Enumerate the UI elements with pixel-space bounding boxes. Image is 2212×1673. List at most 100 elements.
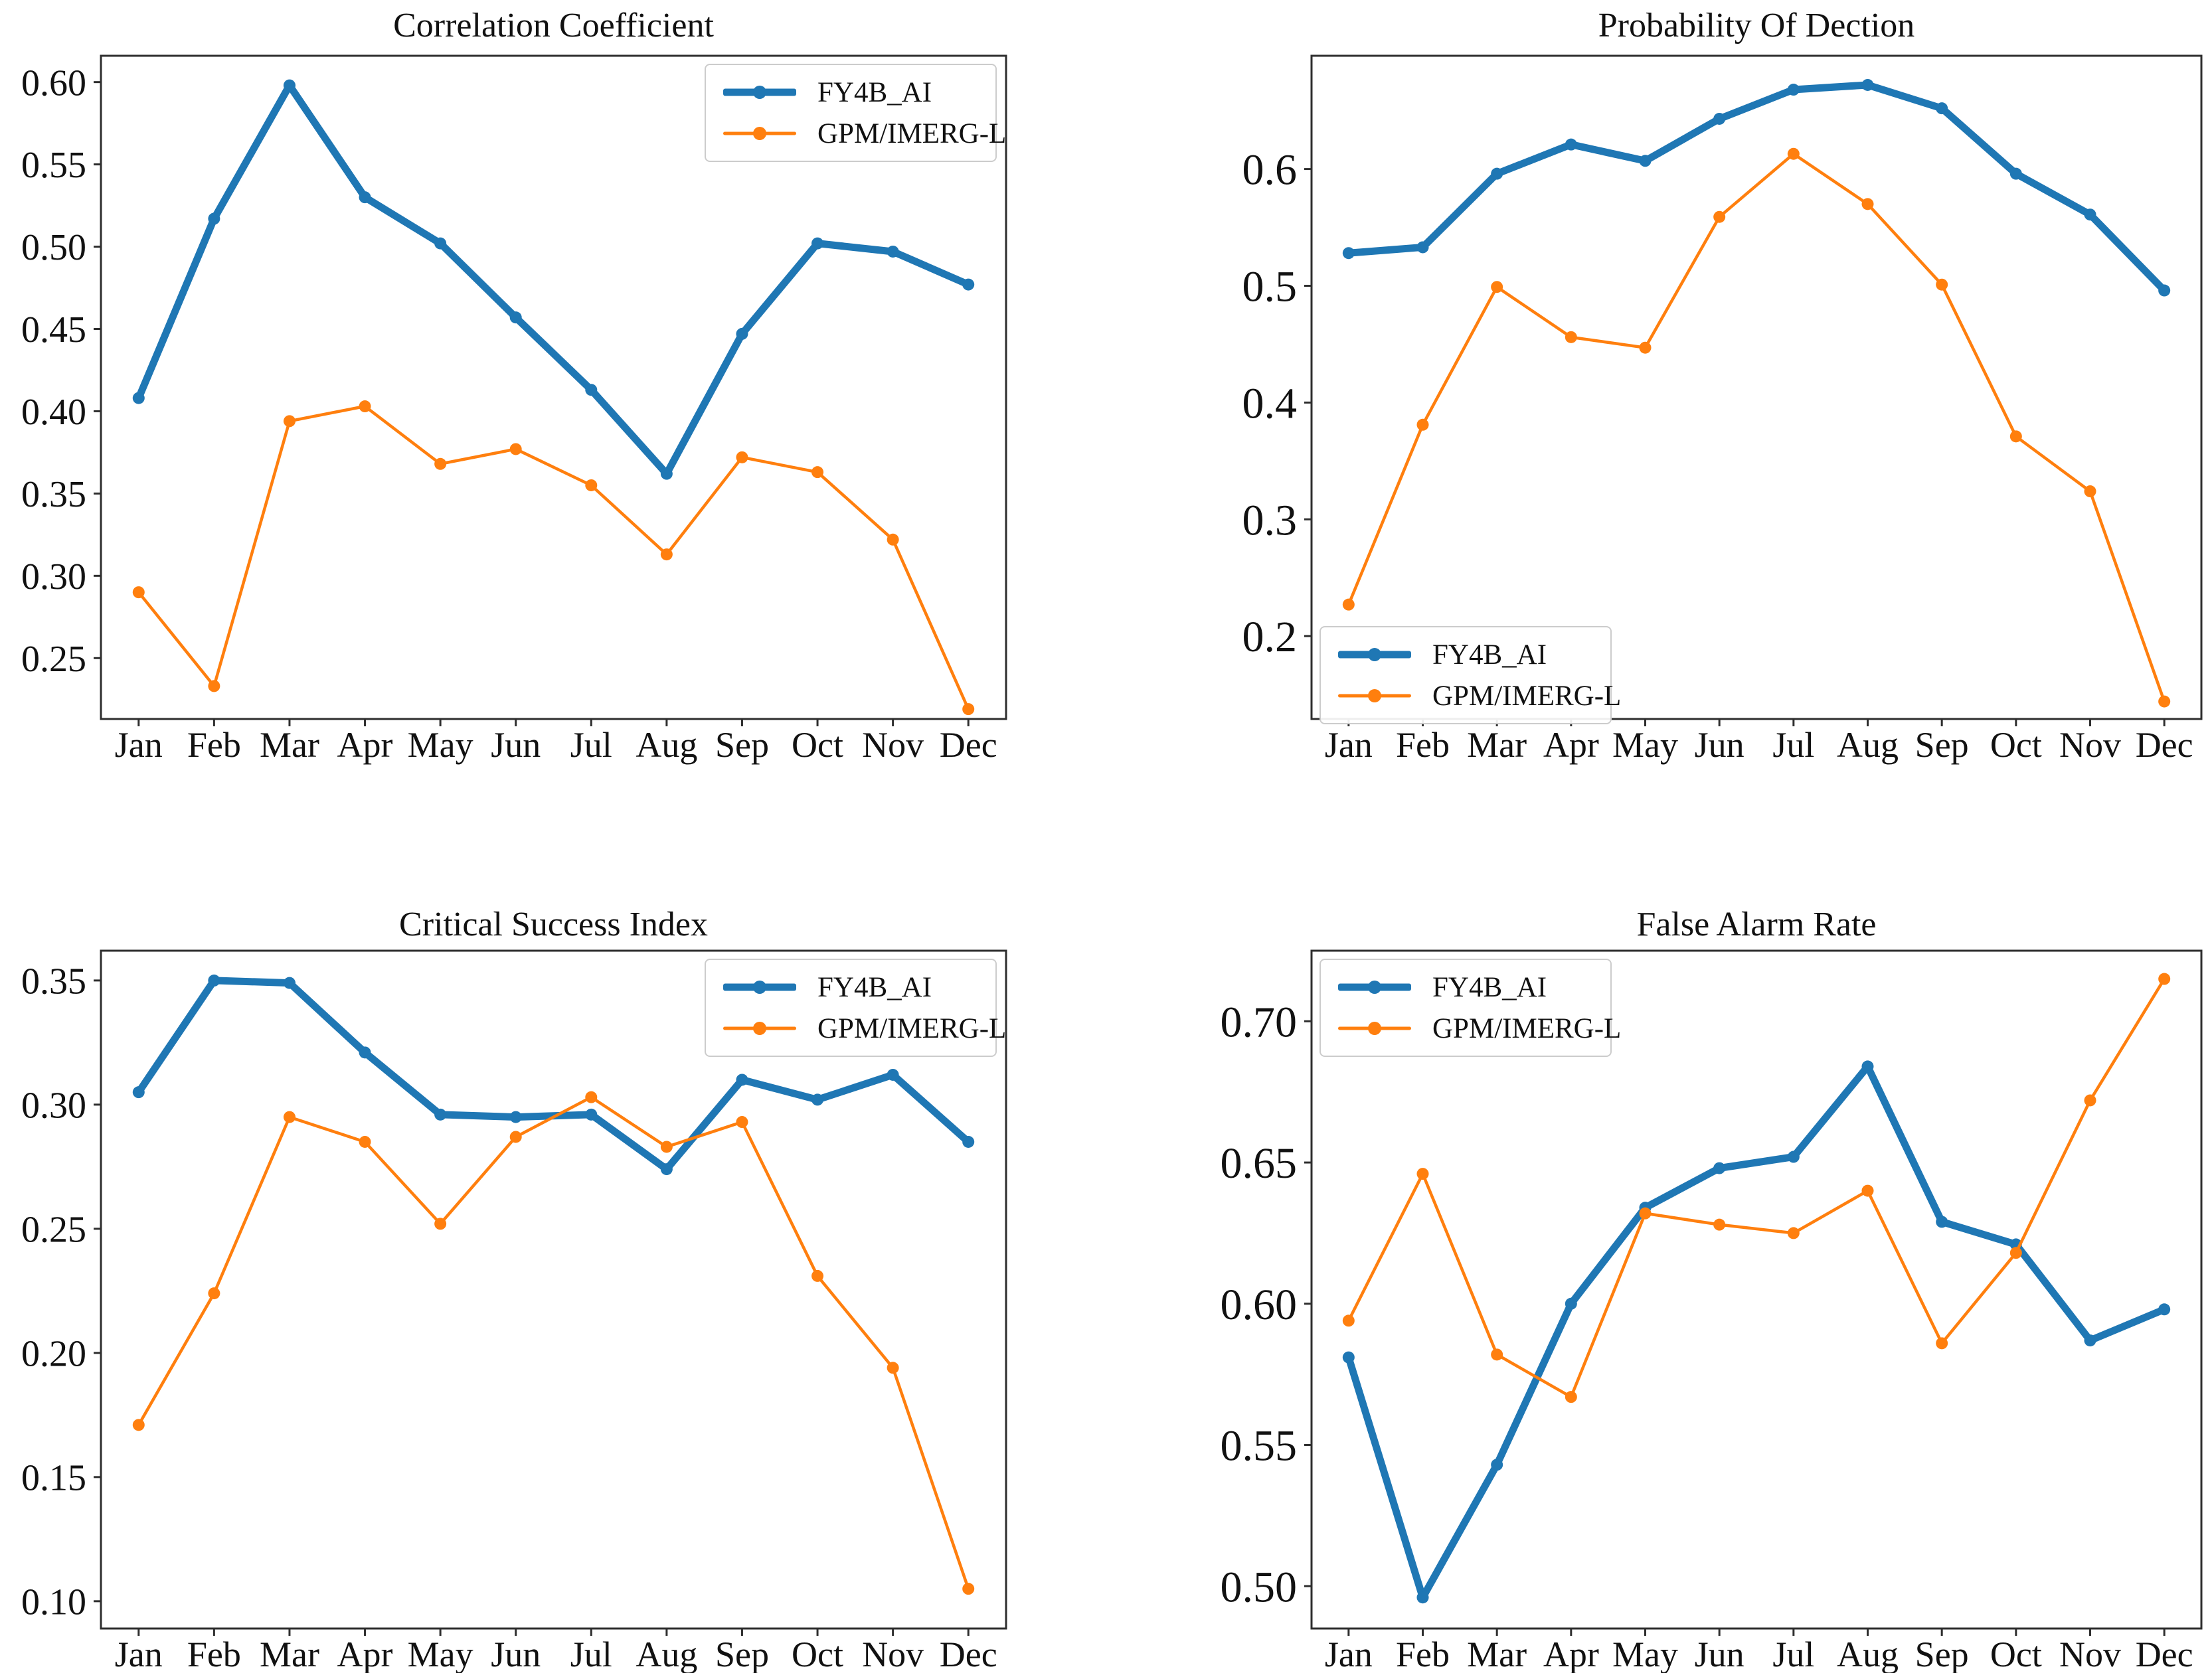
data-point-marker — [962, 278, 975, 291]
data-point-marker — [1491, 167, 1503, 180]
data-point-marker — [1565, 331, 1577, 343]
data-point-marker — [208, 1287, 220, 1300]
legend-label: FY4B_AI — [1432, 971, 1547, 1003]
series-line — [1345, 81, 2168, 295]
x-axis-tick-label: Aug — [636, 725, 697, 765]
data-point-marker — [2158, 973, 2171, 985]
legend-item: GPM/IMERG-L — [1338, 1009, 1621, 1048]
data-point-marker — [208, 974, 220, 987]
x-axis-tick-label: Dec — [2136, 1634, 2193, 1673]
data-point-marker — [509, 1111, 522, 1123]
chart-false-alarm-rate: 0.50 0.55 0.60 0.65 0.70 Jan Feb Mar Apr May Jun Ju… — [1102, 836, 2212, 1673]
data-point-marker — [585, 479, 598, 491]
legend: FY4B_AI GPM/IMERG-L — [705, 64, 1006, 162]
data-point-marker — [1416, 241, 1429, 254]
x-axis-tick-label: Aug — [1837, 725, 1899, 765]
x-axis-tick-label: Nov — [2059, 725, 2121, 765]
plot-area: 0.10 0.15 0.20 0.25 0.30 0.35 Jan Feb Mar Apr May J… — [21, 949, 1007, 1673]
y-axis-tick-label: 0.40 — [21, 392, 86, 433]
y-axis-tick-label: 0.60 — [21, 62, 86, 104]
legend-line-sample — [723, 124, 796, 143]
data-point-marker — [736, 1116, 748, 1129]
data-point-marker — [1861, 1184, 1874, 1197]
x-axis-tick-label: Mar — [1467, 725, 1527, 765]
data-point-marker — [1342, 247, 1355, 260]
legend-item: FY4B_AI — [1338, 968, 1610, 1006]
data-point-marker — [283, 1111, 296, 1123]
data-point-marker — [509, 311, 522, 324]
legend-item: GPM/IMERG-L — [1338, 677, 1621, 715]
data-point-marker — [283, 977, 296, 989]
x-axis-tick-label: Apr — [337, 1634, 393, 1673]
data-point-marker — [1936, 1337, 1948, 1350]
x-axis-tick-label: Sep — [1915, 725, 1969, 765]
data-point-marker — [585, 1091, 598, 1103]
data-point-marker — [1491, 1348, 1503, 1361]
legend-item: FY4B_AI — [723, 73, 995, 112]
data-point-marker — [1491, 1459, 1503, 1471]
chart-title: Critical Success Index — [399, 906, 708, 943]
plot-area: 0.50 0.55 0.60 0.65 0.70 Jan Feb Mar Apr May Jun Ju… — [1221, 949, 2203, 1673]
x-axis-tick-label: Mar — [260, 725, 319, 765]
data-point-marker — [1861, 78, 1874, 91]
x-axis-tick-label: May — [408, 1634, 473, 1673]
data-point-marker — [1713, 210, 1726, 223]
data-point-marker — [2084, 1334, 2096, 1347]
legend-label: FY4B_AI — [817, 971, 932, 1003]
data-point-marker — [811, 466, 824, 479]
y-axis-tick-label: 0.50 — [21, 227, 86, 268]
series-line — [135, 82, 972, 478]
x-axis-tick-label: Nov — [862, 725, 924, 765]
legend-marker-dot — [753, 981, 766, 994]
legend-marker-dot — [1368, 689, 1381, 702]
legend-label: GPM/IMERG-L — [817, 1012, 1007, 1044]
data-point-marker — [811, 1269, 824, 1282]
data-point-marker — [660, 1141, 673, 1153]
x-axis-tick-label: Apr — [1543, 1634, 1599, 1673]
data-point-marker — [736, 451, 748, 463]
data-point-marker — [660, 548, 673, 561]
x-axis-tick-label: Oct — [792, 1634, 843, 1673]
y-axis-tick-label: 0.15 — [21, 1457, 86, 1498]
legend-item: GPM/IMERG-L — [723, 1009, 1006, 1048]
y-axis-tick-label: 0.55 — [21, 145, 86, 186]
y-axis-tick-label: 0.35 — [21, 474, 86, 515]
legend-marker-dot — [753, 86, 766, 99]
x-axis-tick-label: Mar — [260, 1634, 319, 1673]
data-point-marker — [1936, 278, 1948, 291]
data-point-marker — [1416, 1591, 1429, 1604]
data-point-marker — [1787, 1227, 1800, 1239]
x-axis-tick-label: Jan — [115, 1634, 163, 1673]
plot-border — [1310, 949, 2203, 1630]
x-axis-tick-label: Feb — [187, 1634, 241, 1673]
y-axis-tick-label: 0.4 — [1242, 379, 1298, 428]
data-point-marker — [434, 1108, 447, 1121]
data-point-marker — [585, 1108, 598, 1121]
data-point-marker — [811, 237, 824, 250]
data-point-marker — [1861, 198, 1874, 210]
data-point-marker — [434, 1218, 447, 1230]
x-axis-tick-label: Nov — [2059, 1634, 2121, 1673]
data-point-marker — [887, 1068, 899, 1081]
data-point-marker — [660, 467, 673, 480]
data-point-marker — [434, 457, 447, 470]
data-point-marker — [1565, 1391, 1577, 1403]
x-axis-tick-label: Jan — [115, 725, 163, 765]
x-axis-tick-label: Jul — [570, 725, 612, 765]
legend-marker-dot — [753, 127, 766, 140]
series-line — [1347, 977, 2166, 1399]
x-axis-tick-label: Feb — [1396, 1634, 1450, 1673]
data-point-marker — [1787, 84, 1800, 96]
y-axis-tick-label: 0.35 — [21, 961, 86, 1002]
legend-item: GPM/IMERG-L — [723, 114, 1006, 153]
y-axis-tick-label: 0.70 — [1221, 998, 1298, 1046]
data-point-marker — [132, 1086, 145, 1099]
data-point-marker — [1936, 102, 1948, 115]
data-point-marker — [962, 1135, 975, 1148]
legend-label: FY4B_AI — [1432, 639, 1547, 671]
data-point-marker — [434, 237, 447, 250]
legend-line-sample — [1338, 645, 1411, 664]
data-point-marker — [736, 1074, 748, 1086]
x-axis-tick-label: May — [408, 725, 473, 765]
chart-title: False Alarm Rate — [1636, 906, 1877, 943]
